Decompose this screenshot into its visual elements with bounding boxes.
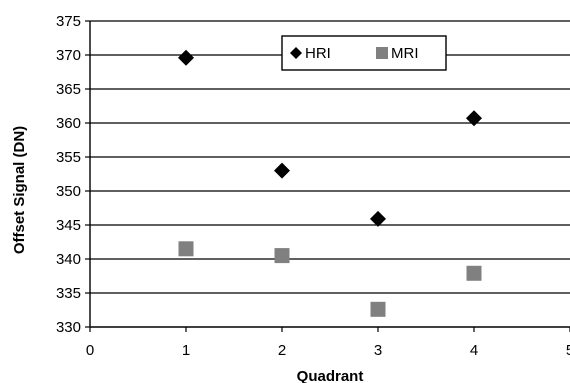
x-axis-title: Quadrant [297, 368, 364, 383]
hri-point [178, 49, 194, 66]
legend-diamond-icon [290, 47, 302, 59]
mri-point [274, 248, 290, 264]
x-tick-labels: 0 1 2 3 4 5 [86, 342, 570, 359]
y-tick-label: 335 [56, 285, 81, 302]
x-tick-label: 4 [470, 342, 478, 359]
legend-label: MRI [391, 45, 419, 62]
legend: HRI MRI [281, 35, 447, 71]
y-tick-label: 350 [56, 183, 81, 200]
y-tick-label: 365 [56, 81, 81, 98]
y-tick-label: 370 [56, 47, 81, 64]
mri-point [178, 241, 194, 257]
y-tick-labels: 330 335 340 345 350 355 360 365 370 375 [56, 13, 81, 336]
y-axis-title: Offset Signal (DN) [11, 126, 28, 254]
legend-box [281, 35, 447, 71]
y-tick-label: 375 [56, 13, 81, 30]
data-points [178, 49, 482, 317]
x-tick-label: 3 [374, 342, 382, 359]
legend-square-icon [376, 47, 388, 59]
y-tick-label: 360 [56, 115, 81, 132]
legend-label: HRI [305, 45, 331, 62]
mri-point [370, 301, 386, 317]
y-tick-label: 340 [56, 251, 81, 268]
axes [85, 20, 570, 332]
x-tick-label: 5 [566, 342, 570, 359]
hri-point [466, 110, 482, 127]
x-tick-label: 2 [278, 342, 286, 359]
x-tick-label: 1 [182, 342, 190, 359]
hri-point [370, 210, 386, 227]
mri-point [466, 265, 482, 281]
x-tick-label: 0 [86, 342, 94, 359]
gridlines [90, 20, 570, 294]
y-tick-label: 330 [56, 319, 81, 336]
hri-point [274, 162, 290, 179]
y-tick-label: 345 [56, 217, 81, 234]
y-tick-label: 355 [56, 149, 81, 166]
